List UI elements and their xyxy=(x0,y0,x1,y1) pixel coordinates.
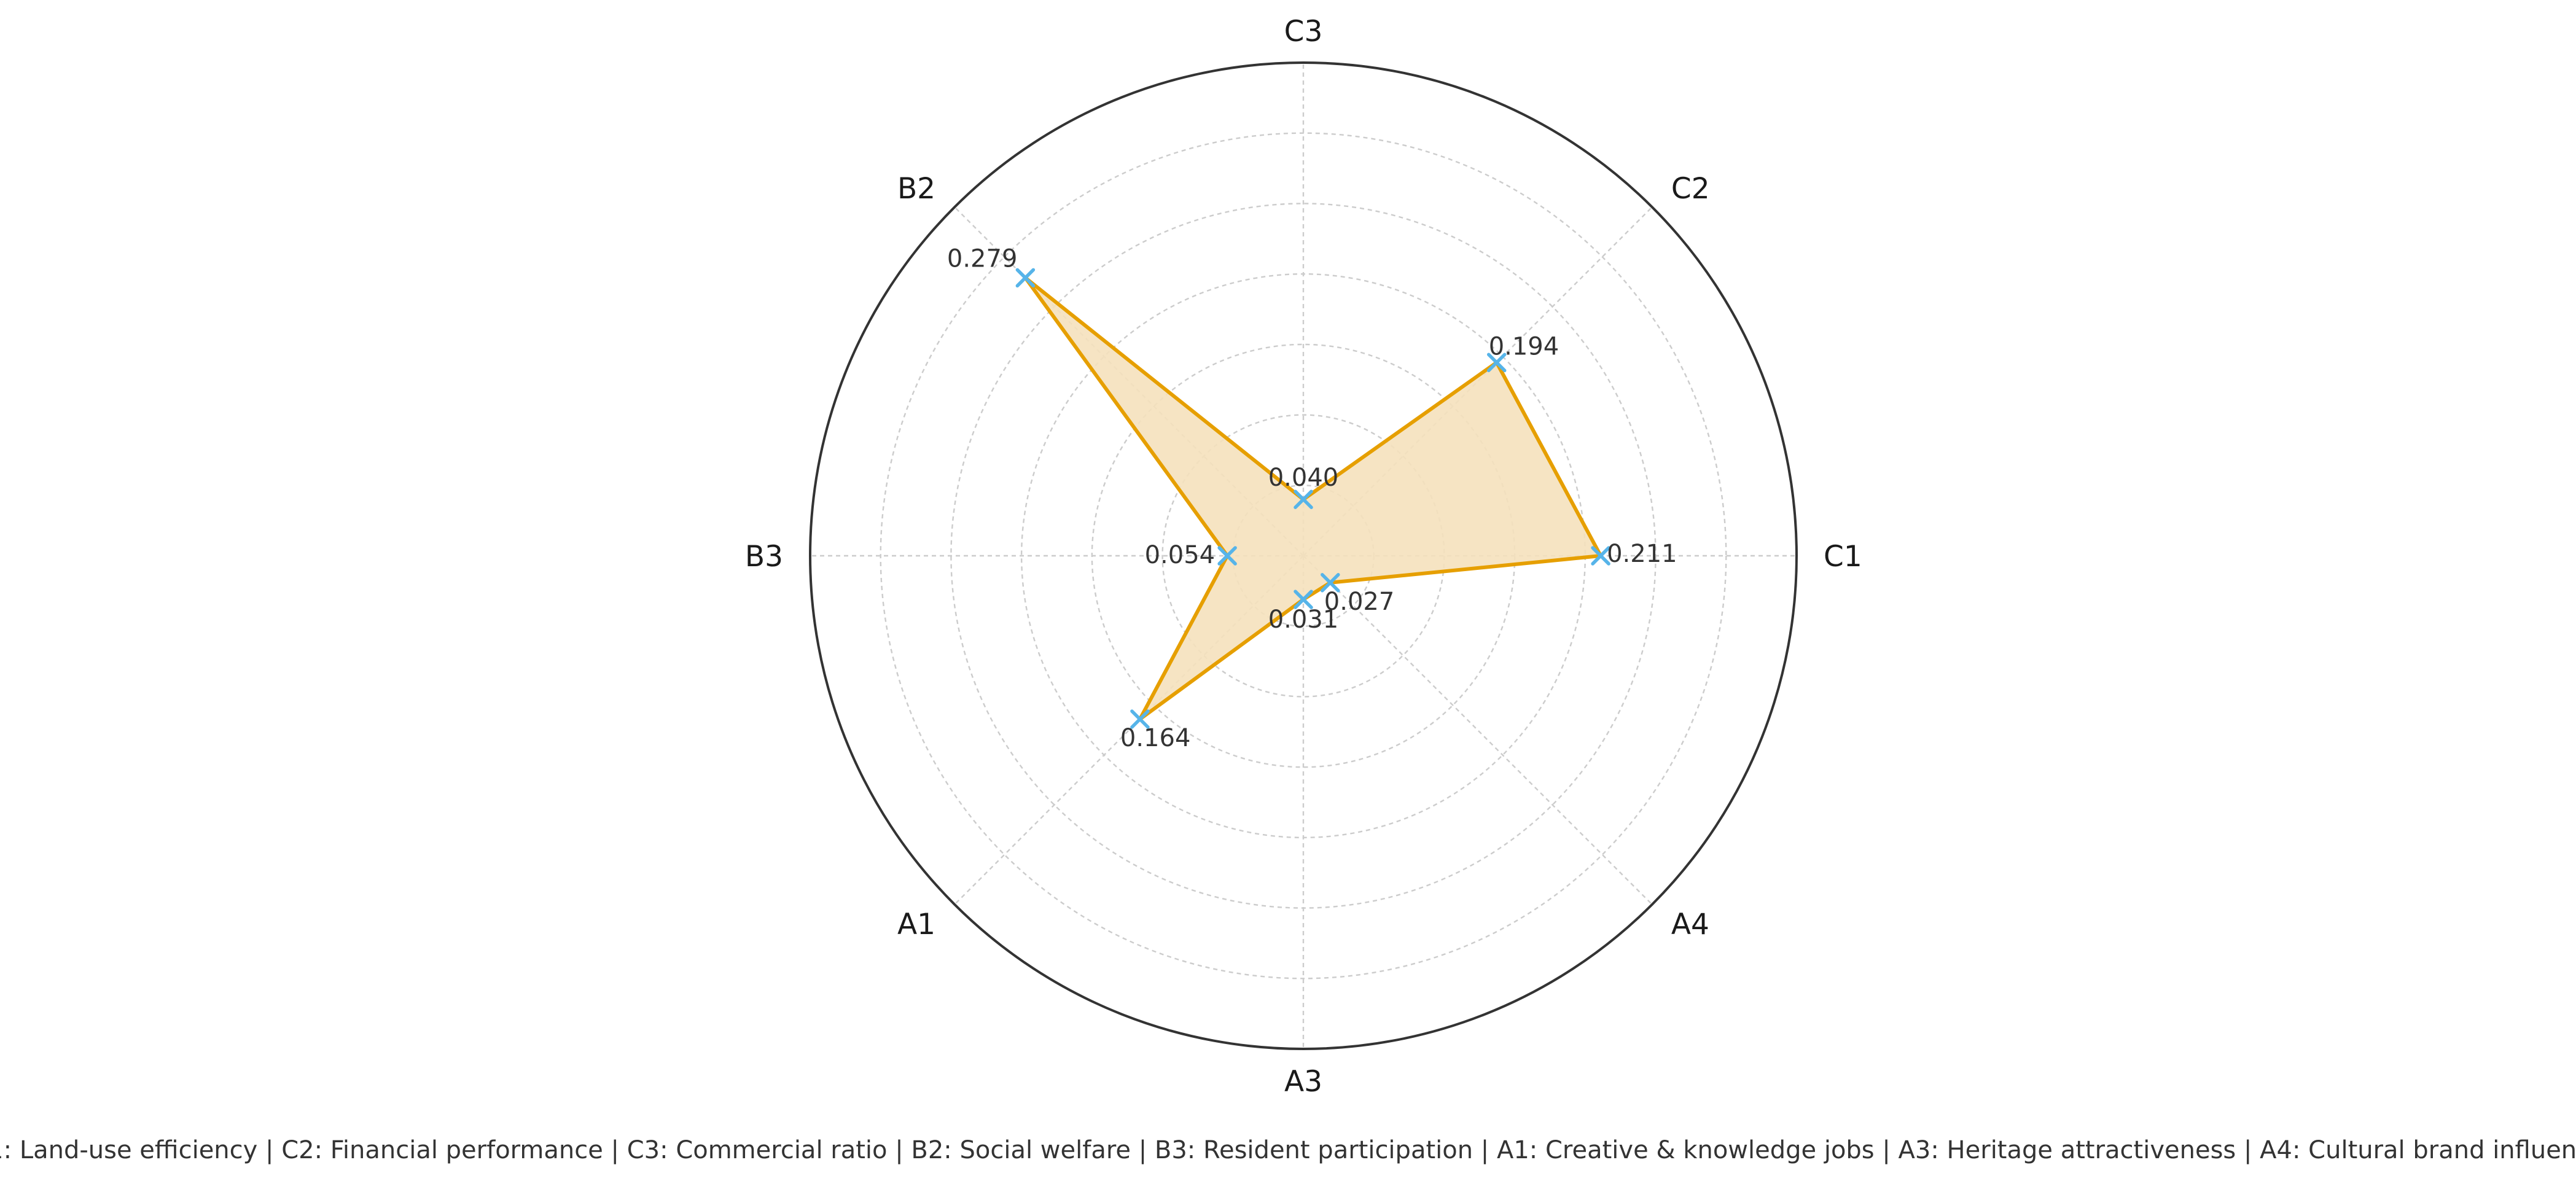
marker-stroke xyxy=(1294,590,1313,609)
polar-frame xyxy=(809,61,1798,1050)
data-point-marker xyxy=(1486,353,1507,373)
marker-stroke xyxy=(1015,268,1036,288)
data-point-marker xyxy=(1294,590,1313,609)
value-label: 0.211 xyxy=(1607,540,1677,568)
marker-stroke xyxy=(1130,709,1150,729)
data-point-marker xyxy=(1294,489,1313,509)
axis-label: C3 xyxy=(1284,15,1323,49)
axis-label: A3 xyxy=(1284,1065,1322,1099)
label-layer: 0.211 0.194 0.040 0.279 0.054 0.164 0.0310.027… xyxy=(745,15,1862,1099)
data-point-marker xyxy=(1591,546,1610,566)
axis-label: C2 xyxy=(1671,172,1710,206)
value-label: 0.054 xyxy=(1145,541,1216,569)
marker-stroke xyxy=(1294,489,1313,509)
axis-label: B3 xyxy=(745,540,783,574)
axis-label: A4 xyxy=(1671,908,1709,941)
marker-stroke xyxy=(1591,546,1610,566)
grid-ring xyxy=(880,132,1727,980)
series-layer xyxy=(1015,268,1610,729)
data-point-marker xyxy=(1321,573,1340,593)
marker-stroke xyxy=(1486,353,1507,373)
value-label: 0.040 xyxy=(1268,464,1339,492)
value-label: 0.164 xyxy=(1120,724,1191,752)
data-point-marker xyxy=(1015,268,1036,288)
value-label: 0.031 xyxy=(1268,606,1339,634)
axis-label: B2 xyxy=(897,172,935,206)
legend-caption: C1: Land-use efficiency | C2: Financial … xyxy=(0,1136,2576,1164)
value-label: 0.027 xyxy=(1324,588,1395,616)
marker-stroke xyxy=(1321,573,1340,593)
value-label: 0.279 xyxy=(947,244,1018,273)
series-area xyxy=(1025,278,1601,720)
data-point-marker xyxy=(1217,546,1237,566)
marker-stroke xyxy=(1217,546,1237,566)
data-point-marker xyxy=(1130,709,1150,729)
grid-spoke xyxy=(1303,555,1653,905)
axis-label: A1 xyxy=(897,908,935,941)
axis-label: C1 xyxy=(1824,540,1862,574)
value-label: 0.194 xyxy=(1489,332,1559,360)
